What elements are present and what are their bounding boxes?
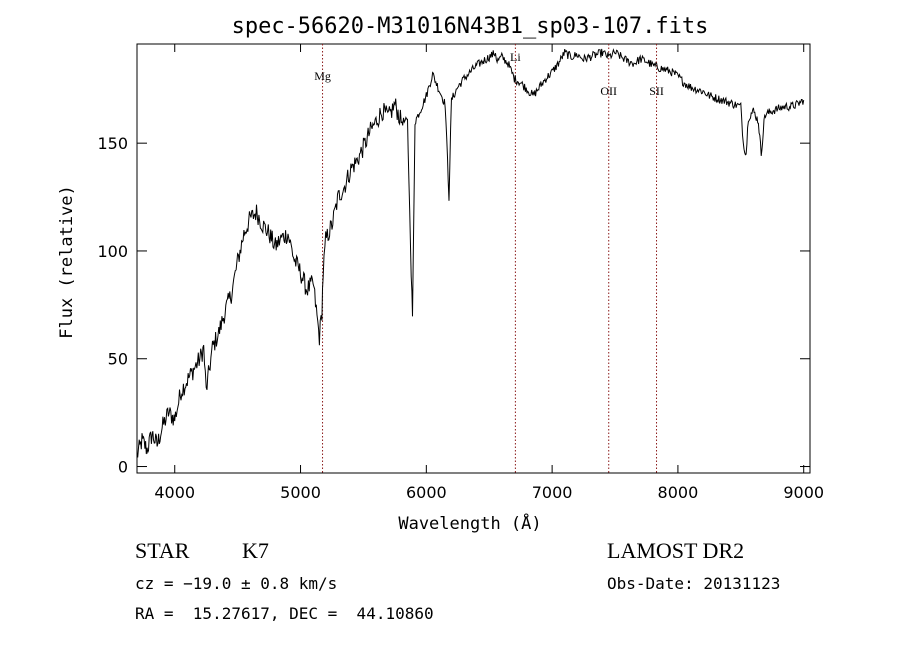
y-axis-ticks: 0 50 100 150	[97, 134, 810, 477]
x-tick-label: 6000	[406, 483, 447, 502]
object-class: STAR	[135, 538, 190, 563]
line-label: Li	[510, 50, 521, 64]
y-tick-label: 0	[118, 458, 128, 477]
object-subclass: K7	[242, 538, 269, 563]
x-tick-label: 5000	[280, 483, 321, 502]
chart-title: spec-56620-M31016N43B1_sp03-107.fits	[232, 14, 709, 39]
x-tick-label: 7000	[532, 483, 573, 502]
observation-date: Obs-Date: 20131123	[607, 574, 781, 593]
line-label: SII	[649, 84, 664, 98]
x-axis-label: Wavelength (Å)	[398, 512, 541, 534]
x-tick-label: 8000	[658, 483, 699, 502]
line-label: Mg	[314, 69, 331, 83]
x-tick-label: 4000	[154, 483, 195, 502]
redshift-readout: cz = −19.0 ± 0.8 km/s	[135, 574, 338, 593]
y-axis-label: Flux (relative)	[57, 185, 77, 339]
x-tick-label: 9000	[783, 483, 824, 502]
plot-frame	[136, 43, 811, 474]
spectral-line-markers: Mg Li OII SII	[314, 44, 664, 473]
y-tick-label: 100	[97, 242, 128, 261]
y-tick-label: 50	[108, 350, 128, 369]
coordinates-readout: RA = 15.27617, DEC = 44.10860	[135, 604, 434, 623]
survey-name: LAMOST DR2	[607, 538, 745, 563]
y-tick-label: 150	[97, 134, 128, 153]
x-axis-ticks: 4000 5000 6000 7000 8000 9000	[154, 44, 824, 502]
line-label: OII	[600, 84, 617, 98]
spectrum-line	[136, 48, 805, 458]
